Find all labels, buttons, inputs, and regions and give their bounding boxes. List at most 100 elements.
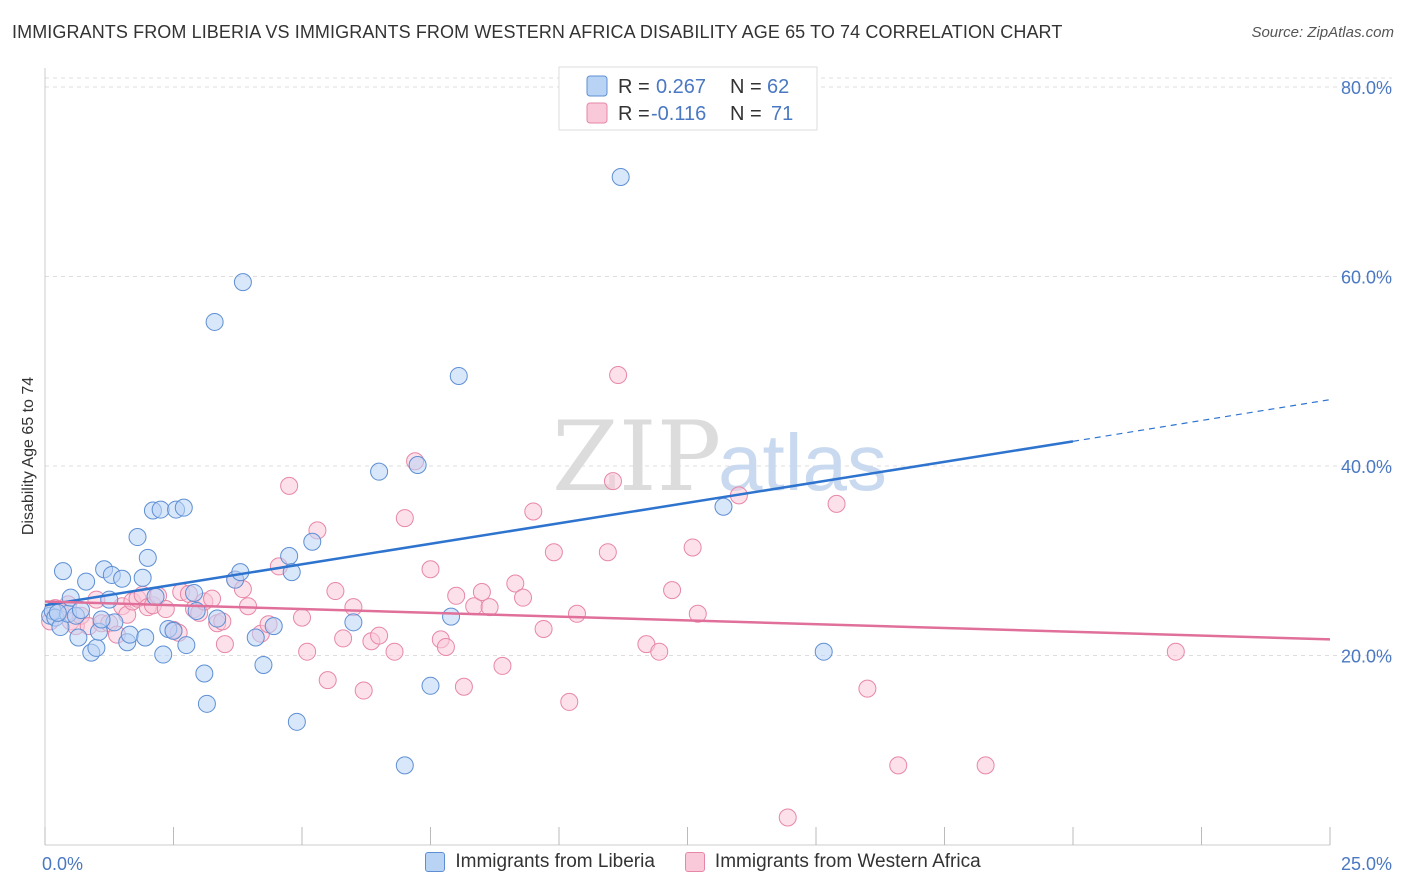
point-western-africa bbox=[421, 560, 440, 579]
series-liberia bbox=[41, 167, 833, 775]
point-western-africa bbox=[598, 543, 617, 562]
point-western-africa bbox=[1166, 642, 1185, 661]
point-western-africa bbox=[493, 656, 512, 675]
point-western-africa bbox=[480, 598, 499, 617]
point-western-africa bbox=[472, 583, 491, 602]
y-tick-label-60: 60.0% bbox=[1341, 267, 1392, 287]
point-liberia bbox=[280, 546, 299, 565]
point-liberia bbox=[714, 497, 733, 516]
point-western-africa bbox=[454, 677, 473, 696]
point-liberia bbox=[133, 568, 152, 587]
point-liberia bbox=[233, 273, 252, 292]
point-liberia bbox=[254, 655, 273, 674]
x-tick-label-min: 0.0% bbox=[42, 854, 83, 874]
trend-line-western-africa bbox=[44, 600, 1331, 641]
legend-r-label-western-africa: R = bbox=[618, 103, 650, 125]
y-tick-label-80: 80.0% bbox=[1341, 78, 1392, 98]
point-liberia bbox=[177, 636, 196, 655]
point-western-africa bbox=[280, 476, 299, 495]
point-liberia bbox=[87, 638, 106, 657]
point-liberia bbox=[344, 613, 363, 632]
point-liberia bbox=[69, 628, 88, 647]
legend-n-label-western-africa: N = bbox=[730, 103, 762, 125]
point-liberia bbox=[421, 676, 440, 695]
point-liberia bbox=[395, 756, 414, 775]
legend-r-value-liberia: 0.267 bbox=[656, 76, 706, 98]
point-western-africa bbox=[858, 679, 877, 698]
point-liberia bbox=[195, 664, 214, 683]
point-liberia bbox=[154, 645, 173, 664]
point-liberia bbox=[611, 167, 630, 186]
point-liberia bbox=[287, 712, 306, 731]
point-western-africa bbox=[514, 588, 533, 607]
trend-lines bbox=[44, 399, 1331, 641]
bottom-legend-item-liberia: Immigrants from Liberia bbox=[425, 851, 655, 873]
point-liberia bbox=[164, 621, 183, 640]
legend-r-label-liberia: R = bbox=[618, 76, 650, 98]
point-western-africa bbox=[567, 604, 586, 623]
chart-title: IMMIGRANTS FROM LIBERIA VS IMMIGRANTS FR… bbox=[12, 22, 1063, 42]
point-western-africa bbox=[778, 808, 797, 827]
point-western-africa bbox=[506, 574, 525, 593]
point-liberia bbox=[48, 603, 67, 622]
bottom-legend-swatch-western-africa bbox=[684, 852, 705, 872]
point-western-africa bbox=[609, 366, 628, 385]
legend-swatch-western-africa bbox=[586, 102, 608, 124]
point-liberia bbox=[120, 625, 139, 644]
point-liberia bbox=[77, 572, 96, 591]
legend-box: R = 0.267 N = 62 R = -0.116 N = 71 bbox=[558, 66, 818, 131]
point-liberia bbox=[197, 694, 216, 713]
bottom-legend-label-liberia: Immigrants from Liberia bbox=[455, 851, 655, 872]
point-western-africa bbox=[344, 598, 363, 617]
point-liberia bbox=[113, 569, 132, 588]
y-axis-label: Disability Age 65 to 74 bbox=[20, 377, 37, 535]
legend-swatch-liberia bbox=[586, 75, 608, 97]
point-western-africa bbox=[395, 509, 414, 528]
point-liberia bbox=[264, 617, 283, 636]
point-western-africa bbox=[318, 671, 337, 690]
legend-n-value-liberia: 62 bbox=[767, 76, 789, 98]
point-western-africa bbox=[298, 642, 317, 661]
point-liberia bbox=[408, 456, 427, 475]
y-tick-label-20: 20.0% bbox=[1341, 646, 1392, 666]
point-western-africa bbox=[334, 629, 353, 648]
point-liberia bbox=[246, 628, 265, 647]
point-liberia bbox=[442, 607, 461, 626]
point-liberia bbox=[53, 562, 72, 581]
point-western-africa bbox=[354, 681, 373, 700]
legend-r-value-western-africa: -0.116 bbox=[651, 103, 706, 125]
point-western-africa bbox=[524, 502, 543, 521]
point-western-africa bbox=[534, 619, 553, 638]
point-western-africa bbox=[560, 692, 579, 711]
source-credit: Source: ZipAtlas.com bbox=[1251, 24, 1394, 41]
point-western-africa bbox=[650, 642, 669, 661]
watermark: ZIP atlas bbox=[552, 401, 887, 513]
point-liberia bbox=[151, 500, 170, 519]
bottom-legend-swatch-liberia bbox=[425, 852, 446, 872]
point-western-africa bbox=[889, 756, 908, 775]
point-western-africa bbox=[385, 642, 404, 661]
point-western-africa bbox=[447, 586, 466, 605]
point-liberia bbox=[814, 642, 833, 661]
point-liberia bbox=[92, 610, 111, 629]
point-western-africa bbox=[683, 538, 702, 557]
point-western-africa bbox=[976, 756, 995, 775]
bottom-legend-label-western-africa: Immigrants from Western Africa bbox=[714, 851, 981, 872]
point-liberia bbox=[205, 312, 224, 331]
point-western-africa bbox=[203, 589, 222, 608]
point-western-africa bbox=[688, 604, 707, 623]
point-western-africa bbox=[326, 582, 345, 601]
bottom-legend: Immigrants from Liberia Immigrants from … bbox=[0, 851, 1406, 873]
point-liberia bbox=[138, 548, 157, 567]
point-western-africa bbox=[827, 494, 846, 513]
axis-layer: 20.0% 40.0% 60.0% 80.0% 0.0% 25.0% bbox=[42, 68, 1392, 874]
legend-n-value-western-africa: 71 bbox=[771, 103, 793, 125]
point-western-africa bbox=[215, 635, 234, 654]
trend-line-liberia-projection bbox=[1072, 399, 1331, 442]
point-liberia bbox=[370, 462, 389, 481]
point-liberia bbox=[71, 601, 90, 620]
point-western-africa bbox=[370, 626, 389, 645]
point-western-africa bbox=[544, 543, 563, 562]
point-liberia bbox=[185, 583, 204, 602]
